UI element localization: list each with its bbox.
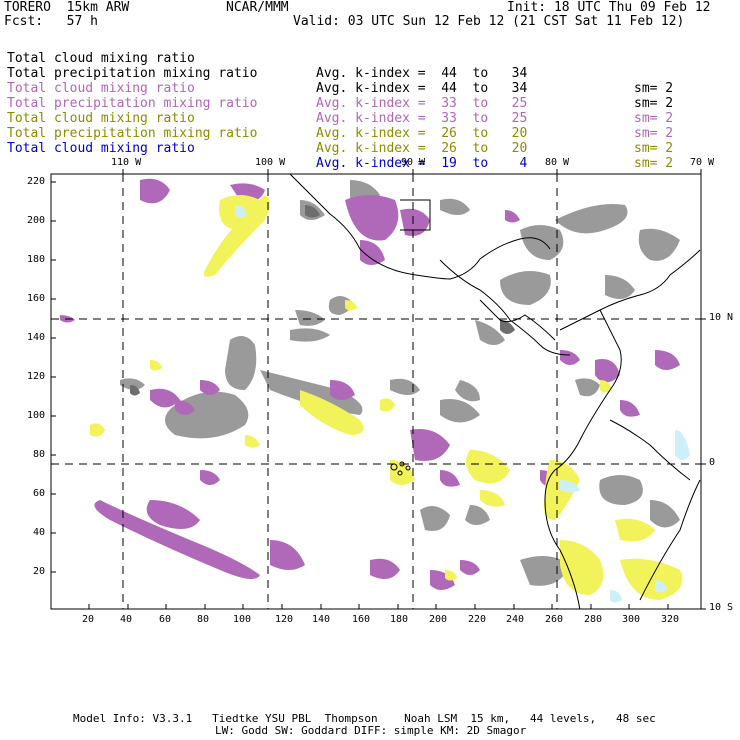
legend-smoothing: sm= 2 (634, 81, 674, 96)
lon-label: 100 W (255, 157, 286, 168)
y-tick-label: 60 (33, 488, 46, 499)
y-tick-label: 100 (27, 410, 46, 421)
x-tick-label: 260 (545, 614, 564, 625)
legend-field-name: Total cloud mixing ratio (7, 51, 195, 66)
model-title: TORERO 15km ARW (4, 0, 130, 15)
legend-smoothing: sm= 2 (634, 126, 674, 141)
y-tick-label: 20 (33, 566, 46, 577)
x-tick-label: 200 (429, 614, 448, 625)
legend-field-name: Total precipitation mixing ratio (7, 126, 258, 141)
lon-label: 110 W (111, 157, 142, 168)
x-tick-label: 160 (352, 614, 371, 625)
axis-ticks (51, 169, 706, 610)
y-tick-label: 80 (33, 449, 46, 460)
lon-label: 70 W (690, 157, 715, 168)
legend-kindex: Avg. k-index = 33 to 25 (316, 96, 528, 111)
legend-smoothing: sm= 2 (634, 141, 674, 156)
x-tick-label: 300 (622, 614, 641, 625)
x-tick-label: 80 (197, 614, 210, 625)
x-tick-label: 100 (233, 614, 252, 625)
light-blue-layer (235, 205, 690, 603)
x-tick-label: 320 (661, 614, 680, 625)
legend-smoothing: sm= 2 (634, 111, 674, 126)
x-tick-label: 40 (120, 614, 133, 625)
x-tick-label: 280 (584, 614, 603, 625)
x-tick-label: 140 (312, 614, 331, 625)
legend-field-name: Total precipitation mixing ratio (7, 96, 258, 111)
legend-row: Total precipitation mixing ratio Avg. k-… (7, 51, 673, 126)
legend-smoothing: sm= 2 (634, 96, 674, 111)
legend-kindex: Avg. k-index = 26 to 20 (316, 141, 528, 156)
lat-label: 10 S (709, 602, 734, 613)
legend-row: Total cloud mixing ratio Avg. k-index = … (7, 96, 673, 171)
x-tick-label: 240 (506, 614, 525, 625)
map-frame (50, 173, 702, 610)
init-time: Init: 18 UTC Thu 09 Feb 12 (507, 0, 711, 15)
org-label: NCAR/MMM (226, 0, 289, 15)
legend-field-name: Total precipitation mixing ratio (7, 66, 258, 81)
y-tick-label: 120 (27, 371, 46, 382)
model-physics: LW: Godd SW: Goddard DIFF: simple KM: 2D… (215, 724, 527, 737)
lat-label: 10 N (709, 312, 734, 323)
legend-row: Total precipitation mixing ratio Avg. k-… (7, 111, 673, 186)
y-tick-label: 40 (33, 527, 46, 538)
legend-field-name: Total cloud mixing ratio (7, 111, 195, 126)
x-tick-label: 20 (82, 614, 95, 625)
legend-row: Total cloud mixing ratio Avg. k-index = … (7, 36, 673, 111)
dark-gray-cloud-layer (130, 205, 515, 396)
valid-time: Valid: 03 UTC Sun 12 Feb 12 (21 CST Sat … (293, 14, 685, 29)
legend-kindex: Avg. k-index = 33 to 25 (316, 111, 528, 126)
y-tick-label: 180 (27, 254, 46, 265)
model-info: Model Info: V3.3.1 Tiedtke YSU PBL Thomp… (73, 712, 656, 725)
lon-label: 90 W (401, 157, 426, 168)
legend-row: Total cloud mixing ratio Avg. k-index = … (7, 66, 673, 141)
legend-row: Total cloud mixing ratio Avg. k-index = … (7, 126, 527, 201)
y-tick-label: 160 (27, 293, 46, 304)
legend-kindex: Avg. k-index = 26 to 20 (316, 126, 528, 141)
legend-field-name: Total cloud mixing ratio (7, 141, 195, 156)
y-tick-label: 140 (27, 332, 46, 343)
forecast-hour: Fcst: 57 h (4, 14, 98, 29)
legend-field-name: Total cloud mixing ratio (7, 81, 195, 96)
x-tick-label: 120 (275, 614, 294, 625)
legend-kindex: Avg. k-index = 19 to 4 (316, 156, 528, 171)
lat-lon-grid (51, 174, 701, 609)
legend-kindex: Avg. k-index = 44 to 34 (316, 81, 528, 96)
legend-kindex: Avg. k-index = 44 to 34 (316, 66, 528, 81)
y-tick-label: 200 (27, 215, 46, 226)
lon-label: 80 W (545, 157, 570, 168)
coastline (289, 174, 701, 609)
lat-label: 0 (709, 457, 716, 468)
gray-cloud-layer (120, 180, 680, 586)
legend-row: Total precipitation mixing ratio Avg. k-… (7, 81, 673, 156)
y-tick-label: 220 (27, 176, 46, 187)
x-tick-label: 60 (159, 614, 172, 625)
x-tick-label: 180 (390, 614, 409, 625)
legend-smoothing: sm= 2 (634, 156, 674, 171)
x-tick-label: 220 (468, 614, 487, 625)
